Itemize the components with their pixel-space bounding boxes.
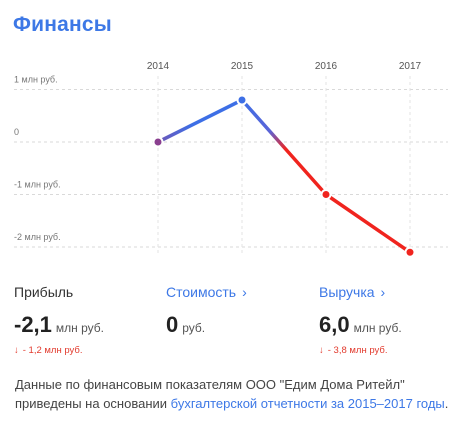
revenue-value: 6,0 bbox=[319, 312, 350, 337]
profit-unit: млн руб. bbox=[55, 321, 105, 335]
profit-value: -2,1 bbox=[14, 312, 52, 337]
revenue-label[interactable]: Выручка bbox=[319, 284, 375, 300]
cost-link[interactable]: Стоимость › bbox=[166, 283, 247, 301]
y-tick-label: 1 млн руб. bbox=[14, 75, 58, 85]
revenue-delta: ↓ - 3,8 млн руб. bbox=[319, 345, 402, 356]
profit-delta: ↓ - 1,2 млн руб. bbox=[14, 345, 104, 356]
cost-value: 0 bbox=[166, 312, 179, 337]
source-note-end: . bbox=[444, 396, 449, 411]
revenue-unit: млн руб. bbox=[353, 321, 402, 335]
profit-metric: Прибыль -2,1 млн руб. ↓ - 1,2 млн руб. bbox=[14, 283, 104, 356]
source-note-text: Данные по финансовым показателям ООО "Ед… bbox=[15, 377, 405, 411]
y-tick-label: -2 млн руб. bbox=[14, 232, 61, 242]
arrow-down-icon: ↓ bbox=[14, 345, 19, 356]
series-line-segment bbox=[156, 98, 244, 144]
cost-label[interactable]: Стоимость bbox=[166, 284, 237, 300]
series-line-segment bbox=[240, 98, 328, 197]
data-point[interactable] bbox=[152, 136, 164, 148]
data-point[interactable] bbox=[236, 94, 248, 106]
accounting-report-link[interactable]: бухгалтерской отчетности за 2015–2017 го… bbox=[170, 396, 445, 411]
arrow-down-icon: ↓ bbox=[319, 345, 324, 356]
data-point[interactable] bbox=[320, 189, 332, 200]
data-point[interactable] bbox=[404, 246, 416, 258]
revenue-delta-text: - 3,8 млн руб. bbox=[327, 345, 388, 356]
y-tick-label: -1 млн руб. bbox=[14, 180, 61, 190]
y-tick-label: 0 bbox=[14, 127, 19, 137]
revenue-metric: Выручка › 6,0 млн руб. ↓ - 3,8 млн руб. bbox=[319, 283, 402, 356]
chevron-right-icon[interactable]: › bbox=[380, 284, 386, 300]
series-line-segment bbox=[324, 192, 412, 254]
page-title: Финансы bbox=[13, 13, 112, 36]
finance-line-chart: 1 млн руб. 0 -1 млн руб. -2 млн руб. 2014 201… bbox=[14, 61, 448, 258]
x-tick-label: 2017 bbox=[399, 61, 422, 72]
x-tick-label: 2015 bbox=[231, 61, 254, 72]
cost-unit: руб. bbox=[182, 321, 206, 335]
x-tick-label: 2016 bbox=[315, 61, 338, 72]
source-note: Данные по финансовым показателям ООО "Ед… bbox=[15, 375, 455, 413]
revenue-link[interactable]: Выручка › bbox=[319, 283, 402, 301]
profit-label: Прибыль bbox=[14, 284, 74, 300]
x-tick-label: 2014 bbox=[147, 61, 170, 72]
profit-delta-text: - 1,2 млн руб. bbox=[22, 345, 83, 356]
chevron-right-icon[interactable]: › bbox=[242, 284, 247, 300]
cost-metric: Стоимость › 0 руб. bbox=[166, 283, 247, 338]
